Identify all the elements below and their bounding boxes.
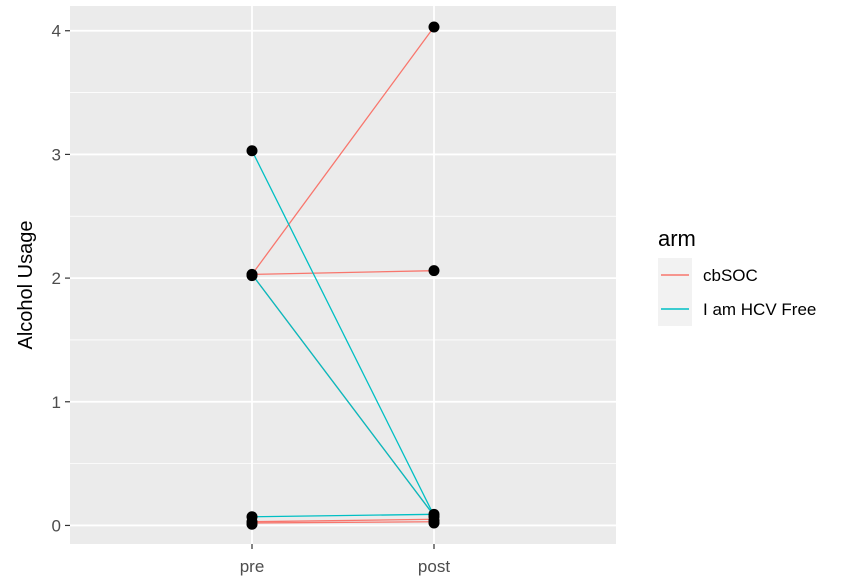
- y-axis: 0 1 2 3 4: [52, 22, 70, 535]
- y-tick-label: 1: [52, 393, 61, 412]
- data-point: [428, 265, 440, 277]
- y-tick-label: 0: [52, 516, 61, 535]
- legend-label: I am HCV Free: [703, 300, 816, 319]
- x-axis: pre post: [240, 544, 450, 576]
- data-point: [428, 517, 440, 529]
- panel-background: [70, 6, 616, 544]
- legend: arm cbSOC I am HCV Free: [658, 226, 816, 326]
- x-tick-label: pre: [240, 557, 265, 576]
- x-tick-label: post: [418, 557, 450, 576]
- series-line: [251, 150, 435, 516]
- data-point: [428, 21, 440, 33]
- series-line: [251, 26, 435, 275]
- data-point: [246, 145, 258, 157]
- series-line: [251, 273, 435, 516]
- y-tick-label: 2: [52, 269, 61, 288]
- data-points: [246, 21, 440, 530]
- y-tick-label: 3: [52, 145, 61, 164]
- legend-title: arm: [658, 226, 696, 251]
- series-line: [251, 270, 435, 276]
- series-line: [251, 518, 435, 523]
- y-axis-title: Alcohol Usage: [15, 221, 37, 350]
- series-line: [251, 513, 435, 518]
- minor-gridlines: [70, 92, 616, 465]
- y-tick-label: 4: [52, 22, 61, 41]
- data-point: [246, 270, 258, 282]
- legend-items: cbSOC I am HCV Free: [658, 258, 816, 326]
- series-line: [251, 521, 435, 524]
- legend-label: cbSOC: [703, 266, 758, 285]
- series-lines: [251, 26, 435, 524]
- data-point: [246, 518, 258, 530]
